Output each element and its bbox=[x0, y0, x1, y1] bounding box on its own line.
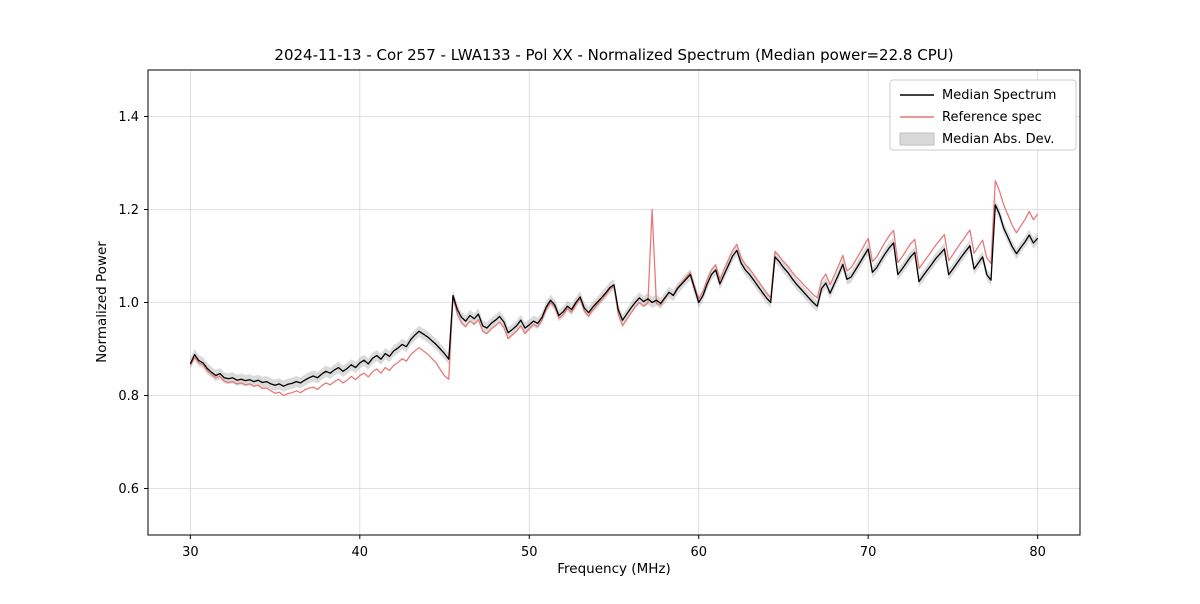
axes-spine bbox=[147, 69, 1081, 536]
y-tick-label: 0.6 bbox=[118, 482, 139, 497]
median-line bbox=[189, 204, 1039, 387]
mad-band bbox=[190, 199, 1038, 392]
legend-item-median: Median Spectrum bbox=[900, 88, 1056, 103]
y-tick-label: 1.0 bbox=[118, 296, 139, 311]
legend-box bbox=[889, 79, 1077, 151]
legend: Median Spectrum Reference spec Median Ab… bbox=[889, 79, 1077, 151]
x-axis-label: Frequency (MHz) bbox=[557, 561, 670, 577]
y-tick-label: 1.4 bbox=[118, 110, 139, 125]
x-tick-label: 70 bbox=[860, 545, 877, 560]
legend-label-median: Median Spectrum bbox=[942, 88, 1056, 103]
legend-label-mad: Median Abs. Dev. bbox=[942, 132, 1054, 147]
x-tick-label: 60 bbox=[690, 545, 707, 560]
x-tick-label: 40 bbox=[352, 545, 369, 560]
y-tick-label: 1.2 bbox=[118, 203, 139, 218]
mad-band-swatch bbox=[899, 132, 935, 146]
x-tick-label: 80 bbox=[1029, 545, 1046, 560]
legend-item-mad: Median Abs. Dev. bbox=[899, 132, 1054, 147]
legend-label-reference: Reference spec bbox=[942, 110, 1042, 125]
chart-title: 2024-11-13 - Cor 257 - LWA133 - Pol XX -… bbox=[274, 46, 953, 64]
x-tick-label: 50 bbox=[521, 545, 538, 560]
y-tick-label: 0.8 bbox=[118, 389, 139, 404]
y-axis-label: Normalized Power bbox=[94, 241, 110, 363]
legend-item-reference: Reference spec bbox=[900, 110, 1042, 125]
x-tick-label: 30 bbox=[182, 545, 199, 560]
